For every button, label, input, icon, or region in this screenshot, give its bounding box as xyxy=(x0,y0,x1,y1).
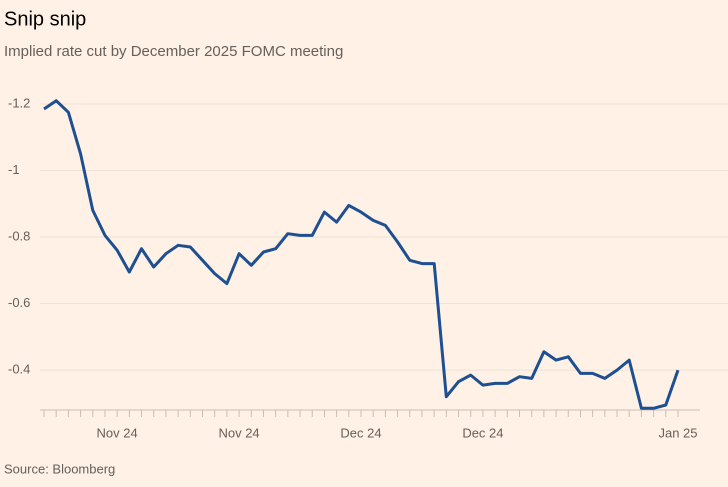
x-tick-label: Dec 24 xyxy=(462,425,503,440)
y-tick-label: -1 xyxy=(8,162,20,177)
line xyxy=(43,99,680,410)
chart-subtitle: Implied rate cut by December 2025 FOMC m… xyxy=(4,43,343,60)
y-tick-label: -0.8 xyxy=(8,228,30,243)
y-tick-label: -0.4 xyxy=(8,362,30,377)
x-tick-label: Jan 25 xyxy=(658,425,697,440)
x-tick-label: Nov 24 xyxy=(97,425,138,440)
y-tick-label: -1.2 xyxy=(8,95,30,110)
y-tick-label: -0.6 xyxy=(8,295,30,310)
source: Source: Bloomberg xyxy=(4,461,115,476)
x-tick-label: Dec 24 xyxy=(340,425,381,440)
x-tick-label: Nov 24 xyxy=(218,425,259,440)
chart-title: Snip snip xyxy=(4,8,86,30)
